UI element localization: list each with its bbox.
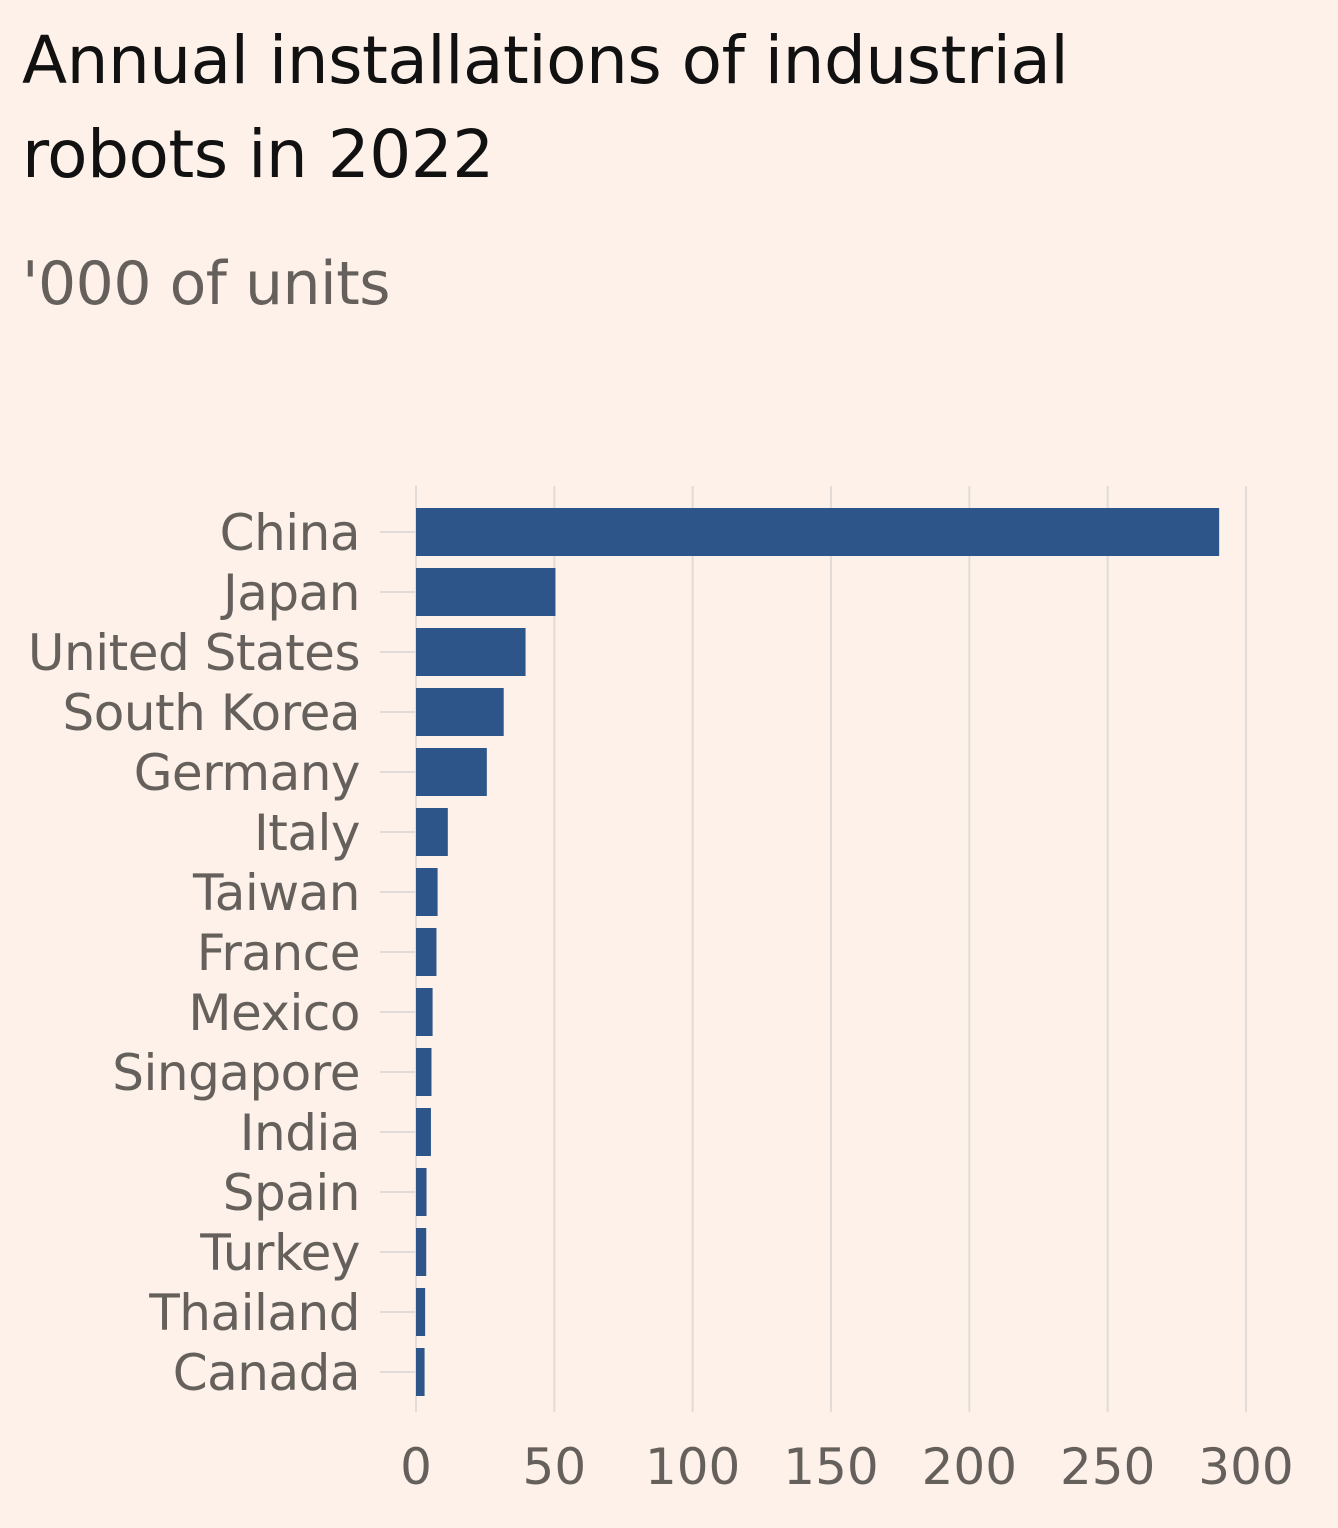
x-tick-label: 250 bbox=[1060, 1438, 1155, 1496]
bar-thailand bbox=[416, 1288, 426, 1336]
bar-singapore bbox=[416, 1048, 432, 1096]
chart-subtitle: '000 of units bbox=[22, 249, 391, 319]
category-label: United States bbox=[28, 624, 360, 682]
category-label: France bbox=[197, 924, 360, 982]
bar-mexico bbox=[416, 988, 433, 1036]
category-label: Germany bbox=[134, 744, 360, 802]
bar-india bbox=[416, 1108, 431, 1156]
chart-title: Annual installations of industrial robot… bbox=[22, 22, 1069, 193]
bar-canada bbox=[416, 1348, 425, 1396]
category-label: Turkey bbox=[199, 1224, 360, 1282]
x-tick-label: 300 bbox=[1198, 1438, 1293, 1496]
category-label: Thailand bbox=[148, 1284, 360, 1342]
bars bbox=[416, 508, 1220, 1396]
category-label: China bbox=[220, 504, 360, 562]
x-tick-label: 0 bbox=[400, 1438, 432, 1496]
x-tick-label: 100 bbox=[645, 1438, 740, 1496]
bar-spain bbox=[416, 1168, 427, 1216]
category-label: Canada bbox=[173, 1344, 360, 1402]
bar-south-korea bbox=[416, 688, 504, 736]
x-tick-label: 50 bbox=[523, 1438, 587, 1496]
x-tick-label: 150 bbox=[783, 1438, 878, 1496]
x-axis-tick-labels: 0 50 100 150 200 250 300 bbox=[400, 1438, 1294, 1496]
bar-japan bbox=[416, 568, 556, 616]
bar-taiwan bbox=[416, 868, 438, 916]
bar-italy bbox=[416, 808, 448, 856]
bar-turkey bbox=[416, 1228, 427, 1276]
x-tick-label: 200 bbox=[922, 1438, 1017, 1496]
category-label: Singapore bbox=[112, 1044, 360, 1102]
bar-france bbox=[416, 928, 437, 976]
category-label: Spain bbox=[223, 1164, 360, 1222]
category-label: Mexico bbox=[188, 984, 360, 1042]
category-label: Italy bbox=[254, 804, 360, 862]
bar-china bbox=[416, 508, 1220, 556]
category-label: India bbox=[240, 1104, 360, 1162]
category-label: Japan bbox=[220, 564, 360, 622]
grid-lines bbox=[380, 486, 1247, 1412]
category-label: South Korea bbox=[63, 684, 360, 742]
category-label: Taiwan bbox=[192, 864, 360, 922]
bar-united-states bbox=[416, 628, 526, 676]
bar-germany bbox=[416, 748, 487, 796]
